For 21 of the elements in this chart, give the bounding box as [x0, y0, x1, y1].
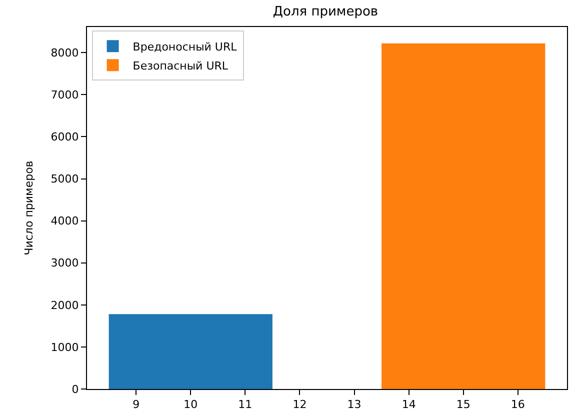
- chart-title: Доля примеров: [272, 4, 378, 20]
- legend-label: Безопасный URL: [132, 59, 229, 72]
- y-tick-label: 3000: [50, 256, 79, 270]
- x-tick-label: 11: [238, 398, 252, 412]
- x-tick-label: 10: [184, 398, 198, 412]
- x-tick-label: 12: [292, 398, 307, 412]
- x-tick-label: 9: [132, 398, 140, 412]
- y-tick-label: 0: [72, 382, 79, 396]
- y-tick-label: 1000: [50, 340, 79, 354]
- y-tick-label: 8000: [50, 46, 79, 60]
- x-tick-label: 15: [456, 398, 470, 412]
- y-tick-label: 4000: [50, 214, 79, 228]
- y-tick-label: 2000: [50, 298, 79, 312]
- x-tick-label: 14: [402, 398, 416, 412]
- x-tick-label: 16: [510, 398, 525, 412]
- y-tick-label: 6000: [50, 130, 79, 144]
- x-tick-label: 13: [347, 398, 362, 412]
- legend-label: Вредоносный URL: [132, 40, 238, 54]
- y-axis-title: Число примеров: [22, 160, 36, 256]
- y-tick-label: 5000: [50, 172, 79, 186]
- y-tick-label: 7000: [50, 88, 79, 102]
